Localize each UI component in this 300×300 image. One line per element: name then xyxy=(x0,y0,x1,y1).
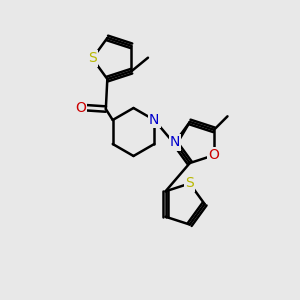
Text: O: O xyxy=(208,148,219,162)
Text: N: N xyxy=(170,136,180,149)
Text: N: N xyxy=(149,113,160,127)
Text: O: O xyxy=(75,100,86,115)
Text: S: S xyxy=(185,176,194,190)
Text: S: S xyxy=(88,52,97,65)
